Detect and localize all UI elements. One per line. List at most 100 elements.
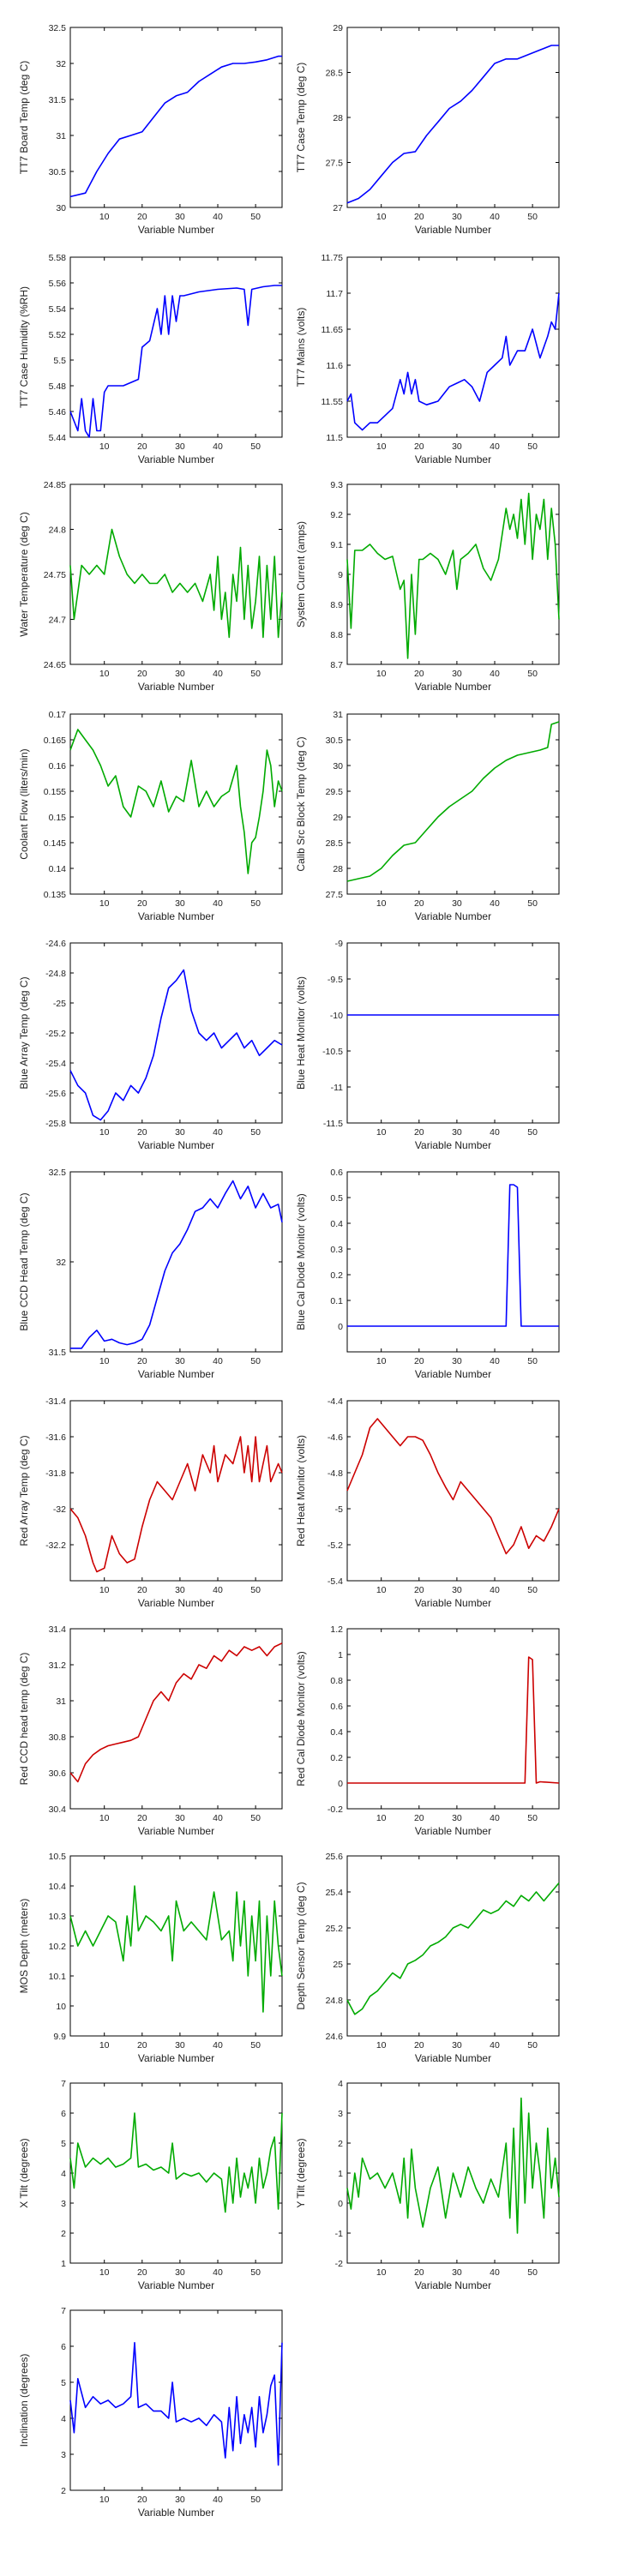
x-axis-label: Variable Number <box>415 453 491 465</box>
x-tick-label: 40 <box>213 1813 223 1823</box>
y-tick-label: 31.5 <box>49 1348 67 1358</box>
series-line <box>69 1436 283 1573</box>
plot-frame <box>346 256 560 438</box>
y-tick-label: 0.6 <box>330 1168 343 1178</box>
plot-frame <box>346 483 560 665</box>
y-axis-label: Red CCD head temp (deg C) <box>18 1653 30 1786</box>
x-tick-label: 30 <box>452 212 462 222</box>
x-tick-label: 30 <box>175 1813 185 1823</box>
x-tick-label: 50 <box>250 441 261 452</box>
y-tick-label: -11.5 <box>323 1119 343 1129</box>
x-tick-label: 40 <box>213 441 223 452</box>
plot-frame <box>346 1400 560 1582</box>
x-tick-label: 40 <box>213 2267 223 2278</box>
x-tick-label: 20 <box>414 441 424 452</box>
x-tick-label: 30 <box>452 669 462 679</box>
y-tick-label: 5.48 <box>49 381 67 392</box>
x-tick-label: 40 <box>213 2040 223 2051</box>
y-tick-label: 0.17 <box>49 710 67 720</box>
plot-frame <box>346 27 560 208</box>
y-tick-label: 4 <box>61 2169 66 2179</box>
x-tick-label: 30 <box>175 2267 185 2278</box>
y-tick-label: 1 <box>61 2259 66 2269</box>
x-tick-label: 50 <box>527 212 538 222</box>
y-tick-label: 11.55 <box>322 397 344 407</box>
x-tick-label: 50 <box>250 1356 261 1366</box>
x-axis-label: Variable Number <box>138 2052 214 2064</box>
y-tick-label: 29 <box>333 23 343 33</box>
y-tick-label: -31.4 <box>45 1396 66 1407</box>
y-tick-label: 25.6 <box>326 1852 344 1862</box>
x-tick-label: 30 <box>452 1356 462 1366</box>
x-tick-label: 10 <box>99 1585 110 1595</box>
y-tick-label: 11.75 <box>322 253 344 263</box>
x-tick-label: 40 <box>213 669 223 679</box>
y-tick-label: 10.1 <box>49 1972 67 1982</box>
y-tick-label: 11.6 <box>326 361 343 371</box>
y-tick-label: 0.14 <box>49 864 67 874</box>
y-tick-label: 7 <box>61 2306 66 2316</box>
y-tick-label: -25.8 <box>45 1119 66 1129</box>
y-tick-label: 0.4 <box>330 1727 343 1738</box>
chart-18: 10 20 30 40 50 24.6 24.8 25 25.2 25.4 25.6 Variable… <box>295 1852 560 2064</box>
chart-21: 10 20 30 40 50 2 3 4 5 6 7 Variable Number Inclinati… <box>18 2306 283 2519</box>
x-axis-label: Variable Number <box>138 1597 214 1609</box>
plot-frame <box>69 2309 283 2491</box>
x-tick-label: 30 <box>452 2267 462 2278</box>
x-tick-label: 50 <box>527 898 538 909</box>
y-tick-label: -25.2 <box>45 1029 66 1039</box>
y-tick-label: 8.9 <box>330 600 343 610</box>
x-tick-label: 50 <box>527 1813 538 1823</box>
y-tick-label: 11.65 <box>322 325 344 335</box>
chart-4: 10 20 30 40 50 11.5 11.55 11.6 11.65 11.7 11.75 Var… <box>295 253 560 465</box>
y-tick-label: 28.5 <box>326 838 344 849</box>
x-tick-label: 50 <box>250 669 261 679</box>
x-tick-label: 30 <box>452 441 462 452</box>
plot-frame <box>69 942 283 1124</box>
series-line <box>69 55 282 198</box>
chart-7: 10 20 30 40 50 0.135 0.14 0.145 0.15 0.155 0.16 0.1… <box>18 710 283 922</box>
y-tick-label: -4.6 <box>328 1432 343 1443</box>
y-tick-label: 30.8 <box>49 1732 67 1743</box>
y-tick-label: 31.5 <box>49 95 67 105</box>
y-tick-label: -24.8 <box>45 969 66 979</box>
x-axis-label: Variable Number <box>415 1368 491 1380</box>
y-tick-label: 24.85 <box>44 480 66 490</box>
y-tick-label: -4.4 <box>328 1396 343 1407</box>
y-tick-label: 9.2 <box>330 510 343 520</box>
y-tick-label: 24.8 <box>49 525 67 536</box>
y-tick-label: -32.2 <box>45 1540 66 1551</box>
plot-frame <box>346 1171 560 1353</box>
series-line <box>69 285 282 438</box>
x-tick-label: 30 <box>175 441 185 452</box>
plot-frame <box>346 1855 560 2037</box>
y-tick-label: 5 <box>61 2378 66 2388</box>
chart-14: 10 20 30 40 50 -4.4 -4.6 -4.8 -5 -5.2 -5.4 Variable… <box>295 1396 560 1609</box>
chart-10: 10 20 30 40 50 -9 -9.5 -10 -10.5 -11 -11.5 Variable… <box>295 939 560 1151</box>
x-axis-label: Variable Number <box>415 910 491 922</box>
x-tick-label: 10 <box>376 1356 387 1366</box>
x-tick-label: 10 <box>99 669 110 679</box>
y-tick-label: 0.8 <box>330 1676 343 1686</box>
y-axis-label: MOS Depth (meters) <box>18 1899 30 1994</box>
y-tick-label: 24.65 <box>44 660 66 670</box>
x-tick-label: 40 <box>213 2495 223 2505</box>
y-axis-label: Inclination (degrees) <box>18 2354 30 2447</box>
x-tick-label: 10 <box>99 1813 110 1823</box>
x-tick-label: 50 <box>527 669 538 679</box>
y-tick-label: 2 <box>338 2139 343 2149</box>
y-tick-label: 4 <box>61 2414 66 2424</box>
y-tick-label: 11.7 <box>326 289 343 299</box>
x-tick-label: 50 <box>527 1127 538 1138</box>
y-tick-label: 0 <box>338 1322 343 1332</box>
chart-15: 10 20 30 40 50 30.4 30.6 30.8 31 31.2 31.4 Variable… <box>18 1624 283 1837</box>
y-tick-label: 5.56 <box>49 279 67 289</box>
x-tick-label: 40 <box>490 1356 500 1366</box>
x-tick-label: 10 <box>99 441 110 452</box>
y-axis-label: Red Heat Monitor (volts) <box>295 1435 307 1546</box>
y-tick-label: 27.5 <box>326 890 344 900</box>
x-tick-label: 30 <box>175 1356 185 1366</box>
y-tick-label: -5.2 <box>328 1540 343 1551</box>
x-tick-label: 50 <box>250 898 261 909</box>
